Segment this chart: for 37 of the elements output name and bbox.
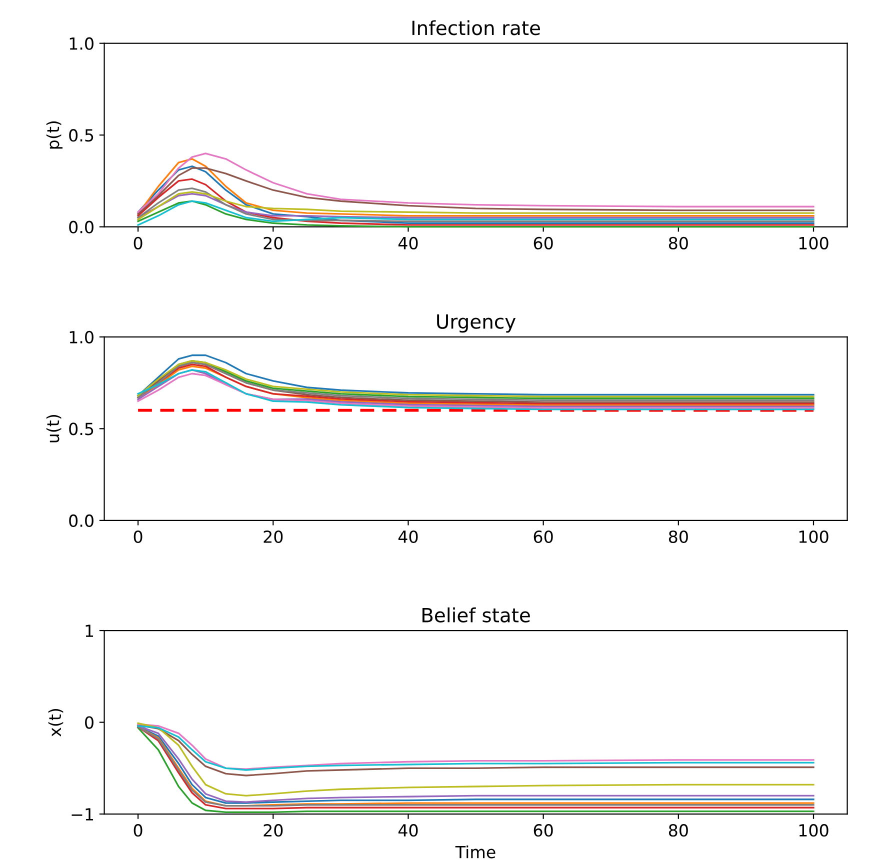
y-axis-title: p(t) [46,121,62,149]
x-tick-label: 40 [398,824,418,837]
y-tick-label: 0 [85,716,94,729]
y-tick-label: 1.0 [70,330,94,344]
x-tick-label: 60 [534,236,553,250]
x-tick-label: 40 [398,236,418,250]
y-tick-label: 1.0 [70,37,94,50]
x-tick-label: 80 [668,236,688,250]
line-series [137,165,814,224]
y-tick-label: 0.0 [69,514,94,527]
y-tick-label: 0.5 [69,129,94,142]
x-axis-title: Time [455,845,496,858]
x-tick-label: 80 [668,530,688,544]
x-tick-label: 0 [134,824,142,837]
x-tick-label: 60 [534,530,553,544]
line-series [137,178,814,226]
x-tick-label: 20 [264,236,283,250]
y-axis-title: u(t) [46,415,62,442]
x-tick-label: 0 [134,530,142,544]
chart-title: Infection rate [412,20,540,36]
x-tick-label: 0 [134,236,142,250]
x-tick-label: 80 [668,824,688,837]
y-tick-label: 1 [86,624,94,637]
line-series [137,167,814,215]
x-tick-label: 100 [799,236,828,250]
x-tick-label: 40 [398,530,418,544]
x-tick-label: 100 [799,824,828,837]
x-tick-label: 100 [799,530,828,544]
y-tick-label: 0.0 [69,220,94,234]
chart-title: Urgency [437,314,516,333]
x-tick-label: 20 [264,530,283,544]
y-tick-label: −1 [72,808,94,820]
y-axis-title: x(t) [48,709,64,737]
x-tick-label: 60 [534,824,553,837]
chart-title: Belief state [422,607,530,622]
y-tick-label: 0.5 [69,422,94,436]
x-tick-label: 20 [264,824,283,837]
